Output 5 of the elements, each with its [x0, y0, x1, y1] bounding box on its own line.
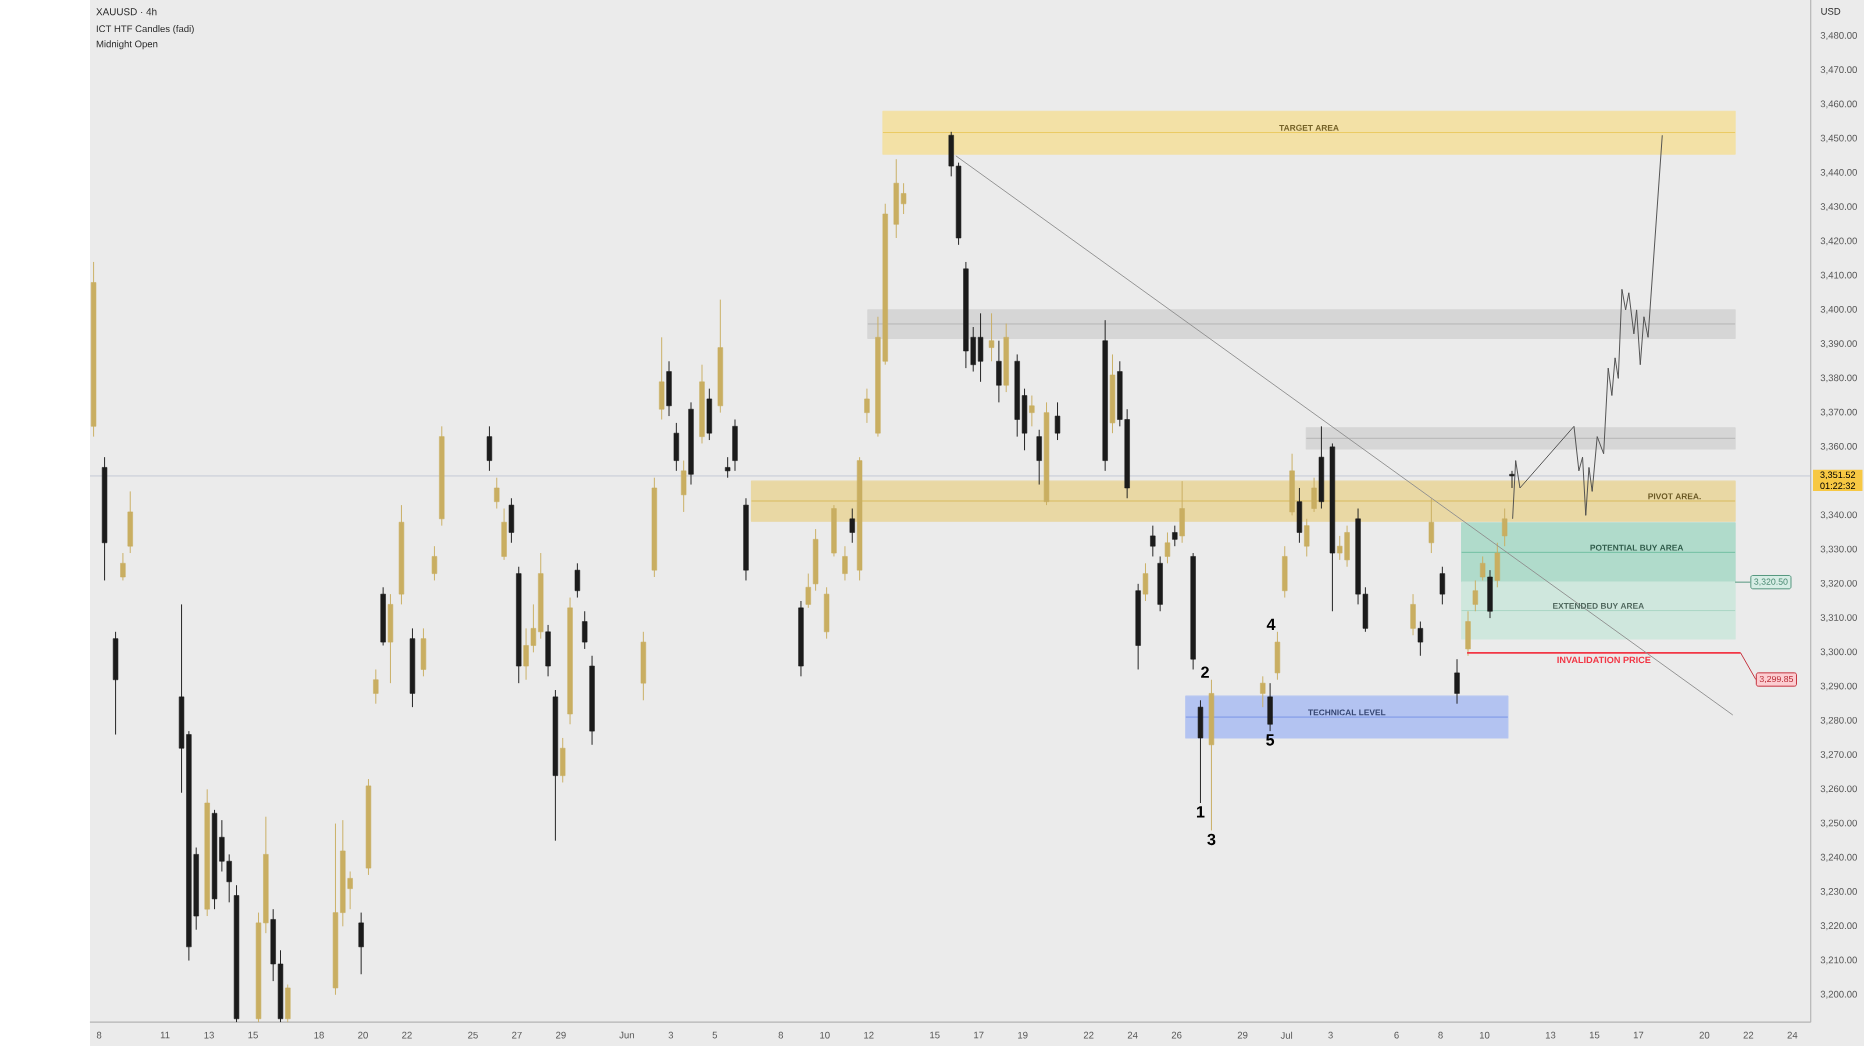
annotation: 1: [1196, 805, 1205, 817]
annotation: 5: [1266, 733, 1275, 746]
annotation: 3: [1207, 833, 1216, 845]
annotation: 4: [1266, 618, 1276, 630]
annotation: 2: [1201, 666, 1209, 678]
